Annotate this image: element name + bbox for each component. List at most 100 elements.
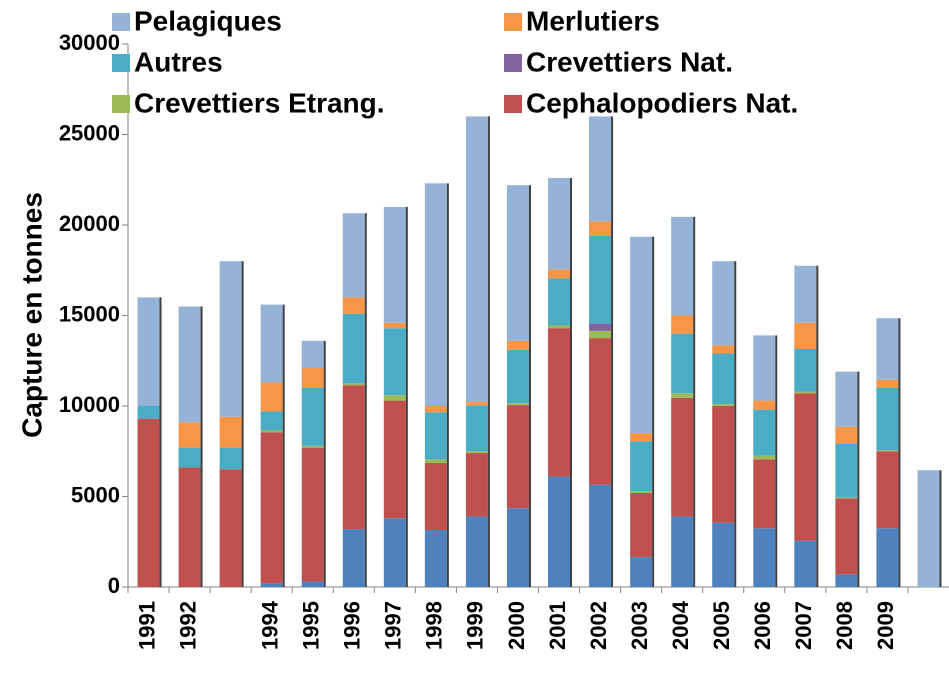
bar-segment (219, 261, 242, 417)
bar-segment (424, 412, 447, 460)
bar-segment (630, 492, 653, 558)
bar-segment (137, 406, 160, 419)
bar-segment (137, 297, 160, 406)
bar-segment (342, 383, 365, 386)
bar-segment (506, 508, 529, 587)
bar-segment (465, 116, 488, 403)
bar-segment (260, 304, 283, 383)
bar-segment (424, 459, 447, 464)
y-tick-label: 10000 (59, 392, 120, 417)
bar-segment (383, 206, 406, 323)
bar-segment (424, 406, 447, 413)
bar-segment (589, 221, 612, 236)
bar-segment (548, 177, 571, 270)
bar-segment (589, 484, 612, 587)
x-tick-label: 1994 (257, 600, 282, 650)
bar-segment (383, 328, 406, 396)
bar-segment (383, 400, 406, 519)
bar-segment (301, 447, 324, 582)
bar-segment (260, 430, 283, 433)
bar-segment (301, 367, 324, 388)
x-tick-label: 1998 (422, 601, 447, 650)
bar-segment (630, 491, 653, 493)
bar-segment (342, 313, 365, 384)
legend-label: Cephalopodiers Nat. (526, 87, 798, 118)
bar-segment (753, 528, 776, 587)
bar-segment (589, 330, 612, 339)
bar-segment (794, 348, 817, 392)
bar-segment (589, 338, 612, 485)
bar-segment (794, 540, 817, 587)
legend-swatch (504, 54, 522, 72)
bar-segment (219, 469, 242, 587)
bar-segment (753, 455, 776, 460)
x-tick-label: 2007 (791, 601, 816, 650)
bar-segment (630, 433, 653, 442)
x-tick-label: 1991 (134, 601, 159, 650)
bar-shadow (446, 183, 449, 587)
bar-segment (506, 403, 529, 406)
bar-segment (178, 306, 201, 423)
bar-segment (301, 581, 324, 587)
bar-segment (835, 497, 858, 499)
bar-shadow (364, 213, 367, 588)
bar-segment (671, 333, 694, 394)
bar-shadow (323, 340, 326, 587)
plot-area: 0 5000 10000 15000 20000 25000 30000 1991 1992 19… (59, 30, 949, 650)
x-tick-label: 2004 (668, 600, 693, 650)
bar-segment (383, 395, 406, 401)
bar-segment (712, 522, 735, 587)
x-tick-label: 2005 (709, 601, 734, 650)
legend-label: Merlutiers (526, 5, 660, 36)
bar-shadow (611, 116, 614, 588)
bar-shadow (487, 116, 490, 588)
y-tick-label: 15000 (59, 301, 120, 326)
bar-segment (794, 393, 817, 541)
bar-shadow (775, 335, 778, 587)
x-tick-label: 2009 (873, 601, 898, 650)
bar-segment (465, 516, 488, 587)
bar-segment (589, 235, 612, 324)
bar-segment (506, 185, 529, 341)
bar-shadow (734, 261, 737, 587)
bar-shadow (570, 177, 573, 587)
bar-shadow (405, 206, 408, 587)
bar-shadow (816, 265, 819, 587)
bar-segment (671, 216, 694, 316)
bar-segment (465, 451, 488, 454)
legend-label: Crevettiers Nat. (526, 46, 733, 77)
bar-segment (424, 529, 447, 587)
bar-segment (876, 379, 899, 388)
bar-segment (753, 335, 776, 401)
bar-segment (260, 382, 283, 412)
bar-segment (178, 467, 201, 587)
bar-segment (219, 447, 242, 470)
bar-segment (506, 340, 529, 350)
bar-shadow (939, 470, 942, 587)
bar-segment (712, 404, 735, 406)
x-tick-label: 2003 (627, 601, 652, 650)
x-tick-label: 1999 (463, 601, 488, 650)
bar-segment (630, 441, 653, 492)
y-axis-title: Capture en tonnes (16, 192, 47, 438)
bar-segment (671, 397, 694, 517)
bar-segment (548, 476, 571, 587)
bar-shadow (282, 304, 285, 587)
bar-segment (835, 498, 858, 575)
bar-segment (260, 432, 283, 584)
bar-shadow (652, 236, 655, 587)
bar-segment (342, 213, 365, 298)
bar-segment (671, 393, 694, 398)
legend-swatch (112, 95, 130, 113)
bar-segment (589, 323, 612, 331)
bar-segment (424, 183, 447, 406)
bar-segment (137, 418, 160, 587)
bar-segment (671, 315, 694, 334)
bar-segment (753, 400, 776, 410)
bar-shadow (200, 306, 203, 587)
legend: Pelagiques Merlutiers Autres Crevettiers Na… (112, 5, 798, 118)
legend-label: Pelagiques (134, 5, 282, 36)
bar-segment (342, 385, 365, 530)
bar-segment (383, 322, 406, 329)
x-tick-label: 2008 (832, 601, 857, 650)
